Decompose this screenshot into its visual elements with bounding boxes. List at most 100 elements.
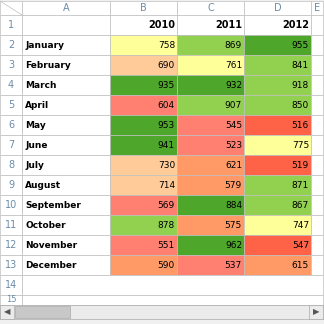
Text: 523: 523 xyxy=(225,141,242,149)
Text: C: C xyxy=(207,3,214,13)
Text: June: June xyxy=(25,141,48,149)
Bar xyxy=(22,1,110,15)
Bar xyxy=(0,155,22,175)
Bar xyxy=(110,235,177,255)
Text: 1: 1 xyxy=(8,20,14,30)
Text: 955: 955 xyxy=(292,40,309,50)
Bar xyxy=(110,15,177,35)
Text: 615: 615 xyxy=(292,260,309,270)
Text: ▶: ▶ xyxy=(313,307,319,317)
Bar xyxy=(311,195,323,215)
Text: 12: 12 xyxy=(5,240,17,250)
Bar xyxy=(22,295,323,305)
Bar xyxy=(311,1,323,15)
Bar xyxy=(177,95,244,115)
Text: January: January xyxy=(25,40,64,50)
Text: 2012: 2012 xyxy=(282,20,309,30)
Bar xyxy=(0,275,22,295)
Bar xyxy=(110,255,177,275)
Bar xyxy=(110,95,177,115)
Text: 15: 15 xyxy=(6,295,16,305)
Bar xyxy=(177,175,244,195)
Text: February: February xyxy=(25,61,71,70)
Text: April: April xyxy=(25,100,49,110)
Bar xyxy=(22,15,110,35)
Bar xyxy=(0,95,22,115)
Bar xyxy=(22,115,110,135)
Bar xyxy=(110,195,177,215)
Bar xyxy=(22,55,110,75)
Bar xyxy=(309,305,323,319)
Bar xyxy=(110,55,177,75)
Bar xyxy=(177,115,244,135)
Text: 918: 918 xyxy=(292,80,309,89)
Text: 4: 4 xyxy=(8,80,14,90)
Bar xyxy=(244,175,311,195)
Bar xyxy=(311,75,323,95)
Text: 519: 519 xyxy=(292,160,309,169)
Text: 2011: 2011 xyxy=(215,20,242,30)
Bar xyxy=(177,35,244,55)
Bar xyxy=(0,75,22,95)
Bar xyxy=(177,135,244,155)
Text: 2: 2 xyxy=(8,40,14,50)
Bar xyxy=(244,255,311,275)
Text: 871: 871 xyxy=(292,180,309,190)
Bar xyxy=(0,135,22,155)
Bar xyxy=(244,135,311,155)
Text: 730: 730 xyxy=(158,160,175,169)
Bar xyxy=(0,55,22,75)
Bar xyxy=(177,195,244,215)
Bar xyxy=(311,215,323,235)
Bar xyxy=(22,275,323,295)
Text: 941: 941 xyxy=(158,141,175,149)
Text: 935: 935 xyxy=(158,80,175,89)
Text: 8: 8 xyxy=(8,160,14,170)
Bar xyxy=(110,175,177,195)
Text: 10: 10 xyxy=(5,200,17,210)
Text: 850: 850 xyxy=(292,100,309,110)
Bar xyxy=(177,215,244,235)
Text: March: March xyxy=(25,80,56,89)
Text: 962: 962 xyxy=(225,240,242,249)
Text: May: May xyxy=(25,121,46,130)
Bar xyxy=(0,115,22,135)
Text: 5: 5 xyxy=(8,100,14,110)
Text: 747: 747 xyxy=(292,221,309,229)
Bar xyxy=(177,15,244,35)
Text: 878: 878 xyxy=(158,221,175,229)
Text: 569: 569 xyxy=(158,201,175,210)
Bar xyxy=(311,35,323,55)
Bar xyxy=(22,175,110,195)
Bar xyxy=(15,306,70,318)
Text: 11: 11 xyxy=(5,220,17,230)
Bar xyxy=(244,195,311,215)
Bar xyxy=(244,215,311,235)
Text: 545: 545 xyxy=(225,121,242,130)
Bar xyxy=(0,15,22,35)
Text: 6: 6 xyxy=(8,120,14,130)
Bar xyxy=(110,1,177,15)
Bar xyxy=(110,135,177,155)
Bar xyxy=(0,295,22,305)
Text: 604: 604 xyxy=(158,100,175,110)
Bar xyxy=(110,115,177,135)
Text: 7: 7 xyxy=(8,140,14,150)
Text: 590: 590 xyxy=(158,260,175,270)
Bar xyxy=(311,175,323,195)
Bar xyxy=(311,15,323,35)
Bar xyxy=(0,305,14,319)
Bar xyxy=(0,255,22,275)
Text: 869: 869 xyxy=(225,40,242,50)
Bar xyxy=(0,35,22,55)
Bar xyxy=(311,55,323,75)
Text: 516: 516 xyxy=(292,121,309,130)
Bar xyxy=(311,115,323,135)
Bar xyxy=(244,55,311,75)
Text: 3: 3 xyxy=(8,60,14,70)
Bar xyxy=(177,55,244,75)
Bar xyxy=(110,35,177,55)
Text: 9: 9 xyxy=(8,180,14,190)
Bar xyxy=(177,1,244,15)
Bar xyxy=(244,95,311,115)
